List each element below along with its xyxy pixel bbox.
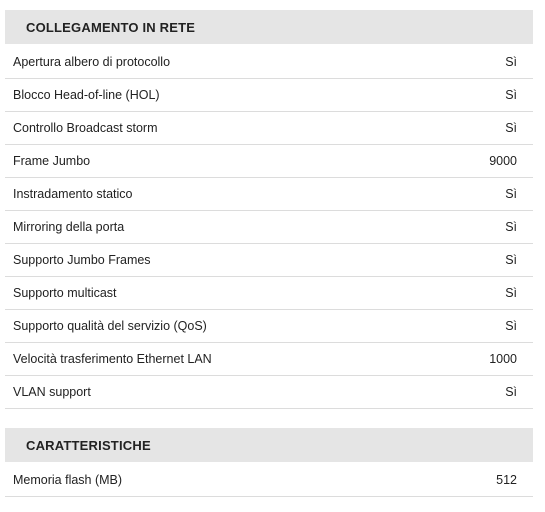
spec-value: Sì [505, 319, 517, 333]
spec-value: Sì [505, 253, 517, 267]
spec-value: Sì [505, 286, 517, 300]
spec-row: Supporto qualità del servizio (QoS) Sì [5, 310, 533, 343]
spec-row: Velocità trasferimento Ethernet LAN 1000 [5, 343, 533, 376]
spec-label: Instradamento statico [13, 187, 133, 201]
spec-label: Supporto multicast [13, 286, 117, 300]
spec-row: Blocco Head-of-line (HOL) Sì [5, 79, 533, 112]
spec-label: Supporto qualità del servizio (QoS) [13, 319, 207, 333]
spec-row: Mirroring della porta Sì [5, 211, 533, 244]
spec-value: Sì [505, 55, 517, 69]
spec-value: 512 [496, 473, 517, 487]
spec-row: Instradamento statico Sì [5, 178, 533, 211]
spec-row: Apertura albero di protocollo Sì [5, 46, 533, 79]
spec-label: Blocco Head-of-line (HOL) [13, 88, 160, 102]
spec-row: Supporto Jumbo Frames Sì [5, 244, 533, 277]
spec-value: 9000 [489, 154, 517, 168]
spec-value: 1000 [489, 352, 517, 366]
spec-label: Mirroring della porta [13, 220, 125, 234]
section-rows-collegamento-in-rete: Apertura albero di protocollo Sì Blocco … [5, 46, 533, 409]
spec-value: Sì [505, 88, 517, 102]
spec-row: Controllo Broadcast storm Sì [5, 112, 533, 145]
spec-row: Supporto multicast Sì [5, 277, 533, 310]
section-spacer [5, 409, 533, 428]
spec-row: VLAN support Sì [5, 376, 533, 409]
spec-row: Frame Jumbo 9000 [5, 145, 533, 178]
spec-label: Velocità trasferimento Ethernet LAN [13, 352, 212, 366]
spec-label: Memoria flash (MB) [13, 473, 123, 487]
section-header-caratteristiche: CARATTERISTICHE [5, 428, 533, 462]
spec-value: Sì [505, 220, 517, 234]
spec-row: Memoria flash (MB) 512 [5, 464, 533, 497]
spec-label: VLAN support [13, 385, 91, 399]
spec-table: COLLEGAMENTO IN RETE Apertura albero di … [5, 10, 533, 497]
spec-label: Supporto Jumbo Frames [13, 253, 151, 267]
spec-label: Frame Jumbo [13, 154, 91, 168]
section-rows-caratteristiche: Memoria flash (MB) 512 [5, 464, 533, 497]
spec-label: Apertura albero di protocollo [13, 55, 171, 69]
spec-value: Sì [505, 121, 517, 135]
spec-label: Controllo Broadcast storm [13, 121, 158, 135]
spec-value: Sì [505, 187, 517, 201]
spec-value: Sì [505, 385, 517, 399]
section-header-collegamento-in-rete: COLLEGAMENTO IN RETE [5, 10, 533, 44]
